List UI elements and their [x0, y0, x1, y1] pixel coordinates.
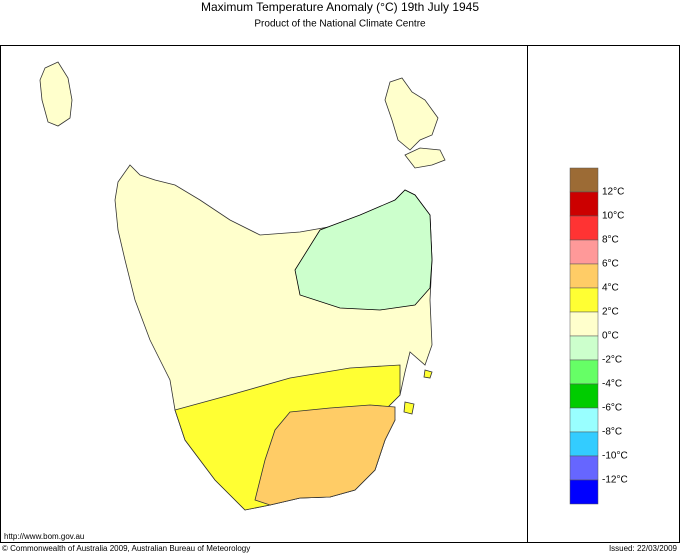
legend-label: 0°C: [602, 331, 619, 342]
issued: Issued: 22/03/2009: [609, 544, 678, 553]
legend-label: -10°C: [602, 451, 628, 462]
region-4-6: [254, 404, 396, 506]
legend-swatch: [569, 359, 599, 385]
island: [403, 401, 415, 415]
legend-swatch: [569, 335, 599, 361]
legend-label: -2°C: [602, 355, 622, 366]
region-minus2-0: [294, 189, 433, 311]
cape-barren-island: [404, 147, 446, 169]
island: [423, 369, 433, 379]
legend-label: -8°C: [602, 427, 622, 438]
legend-swatch: [569, 407, 599, 433]
url: http://www.bom.gov.au: [4, 532, 84, 541]
legend-swatch: [569, 167, 599, 193]
legend-swatch: [569, 191, 599, 217]
legend-label: 12°C: [602, 187, 624, 198]
legend-label: -12°C: [602, 475, 628, 486]
map: [39, 61, 446, 511]
legend: 12°C 10°C 8°C 6°C 4°C 2°C 0°C -2°C -4°C -6°C -8°C -…: [569, 167, 628, 505]
legend-label: -4°C: [602, 379, 622, 390]
legend-swatch: [569, 431, 599, 457]
legend-label: 6°C: [602, 259, 619, 270]
legend-label: 10°C: [602, 211, 624, 222]
legend-swatch: [569, 287, 599, 313]
legend-label: 4°C: [602, 283, 619, 294]
title: Maximum Temperature Anomaly (°C) 19th Ju…: [201, 0, 479, 14]
legend-swatch: [569, 311, 599, 337]
legend-swatch: [569, 383, 599, 409]
king-island: [39, 61, 73, 127]
subtitle: Product of the National Climate Centre: [254, 19, 426, 30]
legend-swatch: [569, 239, 599, 265]
flinders-island: [384, 77, 439, 151]
legend-swatch: [569, 263, 599, 289]
legend-label: 2°C: [602, 307, 619, 318]
legend-swatch: [569, 455, 599, 481]
legend-swatch: [569, 479, 599, 505]
legend-label: -6°C: [602, 403, 622, 414]
copyright: © Commonwealth of Australia 2009, Austra…: [2, 544, 250, 553]
legend-swatch: [569, 215, 599, 241]
legend-label: 8°C: [602, 235, 619, 246]
